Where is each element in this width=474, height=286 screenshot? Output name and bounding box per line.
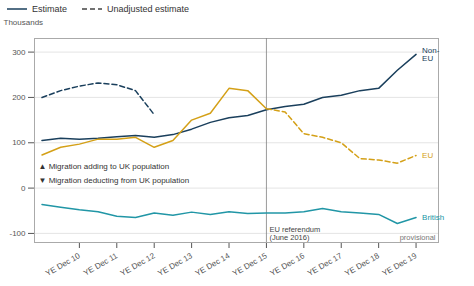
- svg-text:100: 100: [12, 138, 26, 147]
- svg-text:provisional: provisional: [400, 233, 436, 242]
- svg-text:YE Dec 11: YE Dec 11: [82, 251, 120, 278]
- svg-text:YE Dec 14: YE Dec 14: [194, 251, 232, 278]
- svg-text:YE Dec 19: YE Dec 19: [381, 251, 419, 278]
- html-text:Unadjusted estimate: Unadjusted estimate: [107, 4, 190, 14]
- svg-text:▲ Migration adding to UK popul: ▲ Migration adding to UK population: [39, 162, 170, 171]
- svg-text:200: 200: [12, 93, 26, 102]
- svg-text:YE Dec 17: YE Dec 17: [306, 251, 344, 278]
- svg-text:YE Dec 13: YE Dec 13: [156, 251, 194, 278]
- svg-text:EU referendum(June 2016): EU referendum(June 2016): [269, 225, 320, 242]
- html-text:Estimate: Estimate: [32, 4, 67, 14]
- svg-text:YE Dec 16: YE Dec 16: [268, 251, 306, 278]
- svg-text:YE Dec 12: YE Dec 12: [119, 251, 157, 278]
- svg-text:Thousands: Thousands: [4, 18, 44, 27]
- svg-text:British: British: [422, 213, 444, 222]
- svg-text:Non-EU: Non-EU: [422, 46, 440, 63]
- svg-text:300: 300: [12, 48, 26, 57]
- svg-text:YE Dec 18: YE Dec 18: [343, 251, 381, 278]
- svg-text:-100: -100: [9, 229, 26, 238]
- svg-text:YE Dec 10: YE Dec 10: [44, 251, 82, 278]
- svg-text:▼ Migration deducting from UK: ▼ Migration deducting from UK population: [39, 176, 190, 185]
- svg-text:YE Dec 15: YE Dec 15: [231, 251, 269, 278]
- svg-text:0: 0: [21, 184, 26, 193]
- svg-text:EU: EU: [422, 151, 433, 160]
